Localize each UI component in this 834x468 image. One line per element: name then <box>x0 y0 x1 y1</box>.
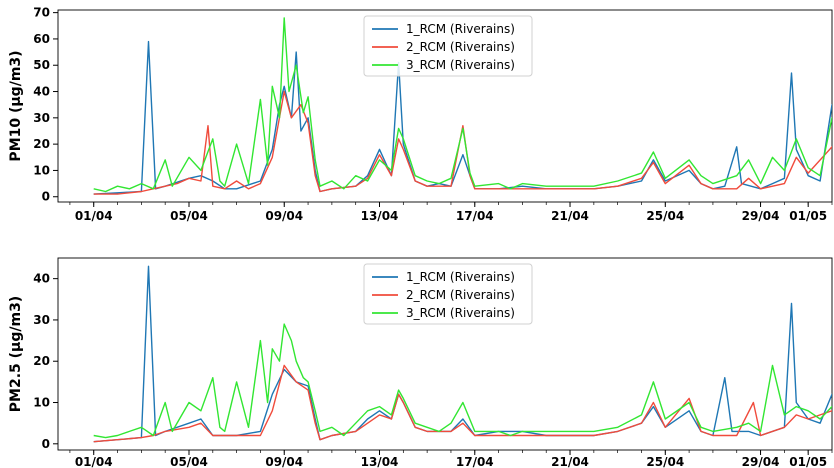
y-axis-label: PM2.5 (µg/m3) <box>8 296 24 412</box>
series-line-1 <box>93 40 832 195</box>
series-line-3 <box>93 17 832 193</box>
legend-label: 3_RCM (Riverains) <box>406 306 515 320</box>
legend-label: 2_RCM (Riverains) <box>406 40 515 54</box>
y-tick-label: 50 <box>33 58 50 72</box>
y-tick-label: 60 <box>33 32 50 46</box>
legend-label: 2_RCM (Riverains) <box>406 288 515 302</box>
y-tick-label: 40 <box>33 85 50 99</box>
pm10-chart-panel: 0 10 20 30 40 50 60 70 01/04 05/04 09/04 13/04 17/04… <box>8 6 833 223</box>
y-tick-label: 0 <box>42 190 50 204</box>
x-tick-label: 09/04 <box>265 209 303 223</box>
x-tick-label: 09/04 <box>265 455 303 468</box>
y-tick-label: 10 <box>33 163 50 177</box>
legend-label: 3_RCM (Riverains) <box>406 58 515 72</box>
x-tick-label: 29/04 <box>742 209 780 223</box>
x-tick-label: 13/04 <box>361 455 399 468</box>
x-tick-label: 13/04 <box>361 209 399 223</box>
y-axis-label: PM10 (µg/m3) <box>8 50 24 161</box>
series-line-2 <box>93 364 832 443</box>
y-tick-label: 70 <box>33 6 50 20</box>
x-tick-label: 25/04 <box>646 455 684 468</box>
x-tick-label: 29/04 <box>742 455 780 468</box>
x-tick-label: 01/04 <box>75 209 113 223</box>
legend-label: 1_RCM (Riverains) <box>406 270 515 284</box>
series-line-2 <box>93 90 832 195</box>
y-tick-label: 0 <box>42 437 50 451</box>
legend-box <box>363 15 533 77</box>
x-tick-label: 05/04 <box>170 455 208 468</box>
x-tick-label: 01/05 <box>789 455 827 468</box>
x-tick-label: 17/04 <box>456 455 494 468</box>
x-tick-label: 05/04 <box>170 209 208 223</box>
y-tick-label: 20 <box>33 137 50 151</box>
legend-label: 1_RCM (Riverains) <box>406 22 515 36</box>
x-tick-label: 01/04 <box>75 455 113 468</box>
legend-box <box>363 263 533 325</box>
x-tick-label: 21/04 <box>551 209 589 223</box>
y-tick-label: 30 <box>33 313 50 327</box>
x-tick-label: 01/05 <box>789 209 827 223</box>
series-line-3 <box>93 323 832 439</box>
y-tick-label: 10 <box>33 396 50 410</box>
plot-frame <box>57 257 833 451</box>
pm25-chart-panel: 0 10 20 30 40 01/04 05/04 09/04 13/04 17/04 21/04 2… <box>8 257 833 468</box>
y-tick-label: 30 <box>33 111 50 125</box>
y-tick-label: 20 <box>33 354 50 368</box>
x-tick-label: 21/04 <box>551 455 589 468</box>
x-tick-label: 25/04 <box>646 209 684 223</box>
x-tick-label: 17/04 <box>456 209 494 223</box>
y-tick-label: 40 <box>33 272 50 286</box>
